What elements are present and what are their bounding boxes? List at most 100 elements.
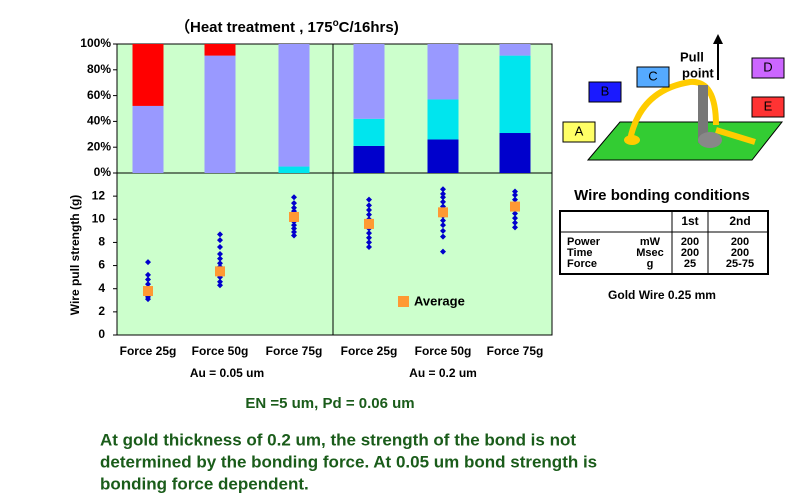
bar-segment [353,145,385,173]
table-caption: Gold Wire 0.25 mm [608,288,716,302]
x-tick-label: Force 75g [487,344,544,358]
sample-point [440,217,446,224]
table-cell: Power [567,236,601,248]
table-header: 1st [681,214,698,228]
sample-point [366,207,372,214]
x-tick-label: Force 50g [192,344,249,358]
sample-point [366,230,372,237]
sample-point [366,234,372,241]
sample-point [217,260,223,267]
group-label: Au = 0.05 um [190,366,264,380]
sample-point [217,237,223,244]
sample-point [440,233,446,240]
sample-point [512,219,518,226]
bar-segment [353,44,385,119]
table-cell: mW [640,236,661,248]
y-tick-label: 8 [98,235,105,249]
bar-segment [132,105,164,173]
table [559,210,769,275]
average-point [215,266,225,277]
sample-point [440,248,446,255]
y-tick-label: 60% [87,88,111,102]
sample-point [440,198,446,205]
sample-point [217,231,223,238]
x-tick-label: Force 25g [120,344,177,358]
y-tick-label: 100% [80,36,111,50]
sample-point [440,186,446,193]
sample-point [366,196,372,203]
label: C [648,68,657,83]
pull-arrowhead [713,34,723,44]
table-cell: 200 [681,236,699,248]
conclusion-line: determined by the bonding force. At 0.05… [100,452,597,471]
substrate [586,121,784,161]
sample-point [512,224,518,231]
label-box [562,121,596,143]
bar-segment [427,139,459,173]
bar-segment [499,44,531,56]
label: B [601,83,610,98]
conclusion-line: bonding force dependent. [100,474,309,493]
y-tick-label: 80% [87,62,111,76]
label-box [751,57,785,79]
label-box [588,81,622,103]
y-tick-label: 0% [94,165,112,179]
sample-point [366,244,372,251]
bar-segment [278,44,310,167]
table-cell: 200 [731,247,749,259]
table-cell: Force [567,258,597,270]
average-point [510,201,520,212]
sample-point [145,276,151,283]
y-tick-label: 10 [92,211,106,225]
sample-point [366,239,372,246]
conclusion: At gold thickness of 0.2 um, the strengt… [100,430,597,493]
sample-point [440,227,446,234]
label-box [751,96,785,118]
conclusion-line: At gold thickness of 0.2 um, the strengt… [100,430,576,449]
sample-point [366,211,372,218]
pull-label: Pull [680,49,704,64]
sample-point [291,222,297,229]
average-point [438,207,448,218]
legend-label: Average [414,293,465,308]
average-point [143,286,153,297]
bar-segment [132,44,164,106]
sample-point [291,232,297,239]
y-tick-label: 20% [87,139,111,153]
tool-tip [698,132,722,148]
bar-segment [427,99,459,140]
bar-segment [499,133,531,173]
sample-point [217,282,223,289]
sample-point [366,202,372,209]
label-box [636,66,670,88]
sample-point [512,196,518,203]
y-tick-label: 4 [98,281,105,295]
sample-point [291,200,297,207]
sample-point [440,222,446,229]
sample-point [512,188,518,195]
sample-point [217,244,223,251]
sample-point [291,225,297,232]
average-point [364,218,374,229]
y-axis-label: Wire pull strength (g) [68,195,82,316]
tool [698,85,708,143]
bar-segment [204,44,236,56]
sample-point [512,215,518,222]
table-cell: 25-75 [726,258,754,270]
sample-point [291,229,297,236]
sample-point [145,271,151,278]
y-tick-label: 40% [87,114,111,128]
y-tick-label: 0 [98,327,105,341]
table-cell: 200 [731,236,749,248]
sample-point [291,204,297,211]
average-point [289,211,299,222]
chart-title: （Heat treatment , 175oC/16hrs) [175,18,399,36]
wire [627,78,719,141]
sample-point [217,255,223,262]
sample-point [145,281,151,288]
sample-point [217,251,223,257]
sample-point [512,210,518,217]
ball-bond [624,135,640,145]
